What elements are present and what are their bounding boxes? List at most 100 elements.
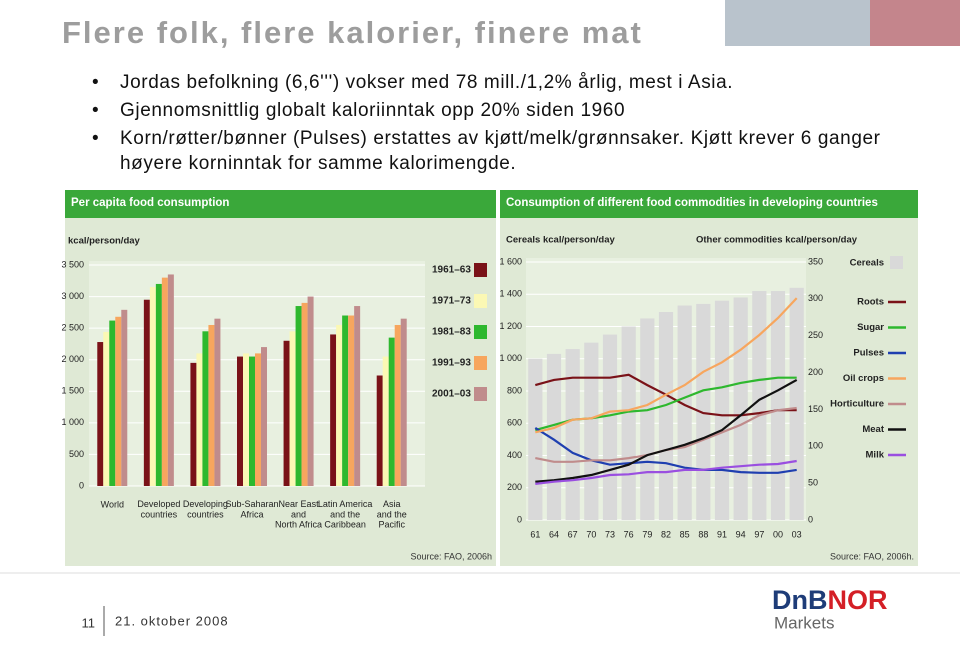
legend-label: Meat [862, 424, 884, 435]
y-tick-label: 0 [517, 514, 522, 524]
bar [733, 297, 748, 520]
bar [348, 315, 355, 486]
y-tick-label: 200 [507, 482, 522, 492]
bar [149, 287, 156, 486]
x-tick-label: 73 [605, 529, 615, 539]
bar [301, 302, 308, 486]
x-tick-label: 97 [754, 529, 764, 539]
bar [196, 353, 203, 486]
x-tick-label: 67 [568, 529, 578, 539]
y2-tick-label: 300 [808, 293, 823, 303]
legend-label: Oil crops [843, 373, 884, 384]
x-tick-label: Near East and North Africa [275, 499, 322, 530]
y-tick-label: 1 200 [499, 321, 522, 331]
chart-header [65, 190, 496, 218]
legend-label: Roots [857, 297, 884, 308]
label-line: Asia [383, 499, 401, 509]
bar [109, 320, 116, 486]
logo-sub: Markets [774, 613, 834, 632]
y-tick-label: 400 [507, 450, 522, 460]
bar [202, 331, 209, 486]
bar [565, 349, 580, 520]
bar [602, 334, 618, 520]
bar [354, 306, 361, 486]
y2-tick-label: 50 [808, 478, 818, 488]
x-tick-label: 85 [680, 529, 690, 539]
bar [261, 347, 267, 486]
y-tick-label: 2 500 [61, 323, 84, 333]
y-tick-label: 2 000 [61, 354, 84, 364]
x-tick-label: 64 [549, 529, 559, 539]
legend-label: 2001–03 [432, 389, 471, 400]
bar [770, 291, 786, 520]
x-tick-label: 70 [586, 529, 596, 539]
bar [283, 340, 290, 486]
bar [658, 311, 674, 520]
bar [546, 353, 562, 520]
chart-title: Consumption of different food commoditie… [506, 197, 878, 209]
x-tick-label: 88 [698, 529, 708, 539]
bar [255, 353, 261, 486]
y-tick-label: 1 000 [499, 353, 522, 363]
bar [342, 315, 349, 486]
bar [789, 287, 804, 520]
bar [714, 300, 730, 520]
y-tick-label: 1 000 [61, 417, 84, 427]
x-tick-label: Latin America and the Caribbean [318, 499, 373, 530]
y-tick-label: 800 [507, 385, 522, 395]
x-tick-label: Sub-Saharan Africa [225, 499, 278, 519]
y-axis-label: kcal/person/day [68, 236, 141, 247]
bar [528, 358, 543, 520]
line-series [535, 459, 797, 485]
bar [752, 291, 767, 520]
x-tick-label: Developing countries [183, 499, 228, 519]
legend-swatch [474, 294, 487, 308]
y2-tick-label: 250 [808, 330, 823, 340]
bar [115, 316, 122, 486]
bar [640, 318, 655, 520]
slide-title: Flere folk, flere kalorier, finere mat [62, 15, 643, 50]
chart-source: Source: FAO, 2006h [410, 551, 492, 561]
label-line: and [291, 510, 306, 520]
x-tick-label: 00 [773, 529, 783, 539]
bar [307, 296, 314, 486]
footer-date: 21. oktober 2008 [115, 613, 229, 628]
label-line: countries [187, 510, 224, 520]
bar [376, 375, 383, 486]
bar [388, 337, 395, 486]
legend-label: 1961–63 [432, 265, 471, 276]
y2-tick-label: 0 [808, 514, 813, 524]
legend-swatch [474, 263, 487, 277]
bullet: Korn/røtter/bønner (Pulses) erstattes av… [92, 126, 902, 176]
bar [121, 309, 128, 486]
y2-tick-label: 200 [808, 367, 823, 377]
x-tick-label: 82 [661, 529, 671, 539]
label-line: Africa [240, 510, 263, 520]
legend-label: Pulses [853, 348, 884, 359]
label-line: countries [141, 510, 178, 520]
bar [243, 353, 249, 486]
y-axis-label: Cereals kcal/person/day [506, 235, 615, 246]
legend-label: 1981–83 [432, 327, 471, 338]
label-line: North Africa [275, 520, 322, 530]
header-image-part [870, 0, 960, 46]
legend-label: 1991–93 [432, 358, 471, 369]
legend-label: Horticulture [830, 399, 884, 410]
y2-tick-label: 150 [808, 404, 823, 414]
x-tick-label: Developed countries [137, 499, 180, 519]
y2-tick-label: 100 [808, 441, 823, 451]
y2-axis-label: Other commodities kcal/person/day [696, 235, 858, 246]
chart-title: Per capita food consumption [71, 197, 229, 209]
legend-swatch [474, 387, 487, 401]
line-series [534, 426, 797, 474]
bar [161, 277, 168, 486]
line-series [535, 297, 798, 434]
bar [382, 356, 389, 486]
bar [295, 306, 302, 486]
bar [336, 324, 343, 486]
bullet: Gjennomsnittlig globalt kaloriinntak opp… [92, 98, 902, 123]
legend-label: Cereals [850, 258, 884, 269]
logo: DnBNOR [772, 585, 888, 615]
